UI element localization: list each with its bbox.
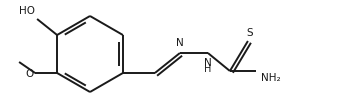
Text: S: S [247, 28, 253, 38]
Text: NH₂: NH₂ [261, 73, 281, 83]
Text: O: O [26, 69, 34, 79]
Text: N: N [204, 58, 212, 68]
Text: N: N [176, 38, 184, 48]
Text: H: H [204, 64, 212, 74]
Text: HO: HO [19, 6, 35, 16]
